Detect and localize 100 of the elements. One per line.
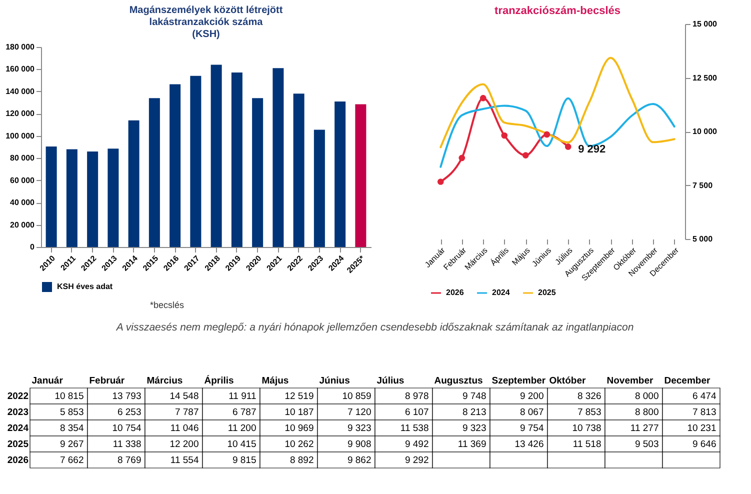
y-tick-label: 100 000	[6, 131, 36, 140]
bar	[87, 151, 98, 247]
y-tick-label: 5 000	[692, 234, 714, 244]
data-label: 11 200	[228, 423, 256, 434]
data-label: 11 911	[228, 391, 256, 402]
data-label: 13 426	[514, 439, 544, 450]
y-tick-label: 2022	[7, 391, 28, 402]
data-label: 7 853	[577, 407, 602, 418]
data-label: 10 187	[284, 407, 314, 418]
data-label: 9 492	[404, 439, 429, 450]
data-label: 8 978	[404, 391, 429, 402]
point	[501, 132, 508, 139]
data-label: 9 748	[462, 391, 486, 402]
y-tick-label: 20 000	[10, 220, 36, 230]
data-label: 9 862	[347, 455, 372, 466]
line-series	[440, 97, 676, 168]
bar	[272, 68, 284, 247]
data-label: 7 662	[60, 455, 84, 466]
x-tick-label: Október	[549, 376, 586, 386]
x-tick-label: November	[606, 376, 654, 386]
data-label: 7 787	[174, 407, 199, 418]
x-tick-label: Július	[376, 376, 404, 386]
data-label: 9 292	[578, 144, 606, 156]
bar	[314, 130, 325, 247]
data-label: 8 800	[634, 407, 659, 418]
point	[544, 131, 550, 138]
data-label: 10 231	[687, 423, 716, 434]
point	[522, 152, 529, 158]
data-label: 12 519	[284, 391, 314, 402]
y-tick-label: 2023	[7, 407, 28, 418]
data-label: 5 853	[60, 407, 84, 418]
bar	[46, 146, 57, 247]
data-label: 10 754	[112, 423, 142, 434]
text: A visszaesés nem meglepő: a nyári hónapok jellemzően csendesebb időszaknak számítanak az ingatlanpiacon	[115, 322, 634, 334]
data-label: 9 646	[692, 439, 716, 450]
data-label: 9 908	[347, 439, 372, 450]
data-label: 11 554	[170, 455, 199, 466]
data-label: 11 538	[400, 423, 429, 434]
bar	[66, 149, 78, 247]
legend-label: KSH éves adat	[57, 282, 113, 291]
y-tick-label: 2024	[7, 423, 30, 434]
bar	[210, 64, 222, 247]
y-tick-label: 15 000	[692, 20, 718, 28]
data-label: 8 213	[462, 407, 486, 418]
data-label: 8 000	[634, 391, 659, 402]
bar	[231, 72, 242, 247]
y-tick-label: 60 000	[10, 176, 36, 185]
bar	[293, 94, 304, 247]
x-tick-label: Január	[32, 376, 64, 386]
data-label: 6 787	[232, 407, 256, 418]
data-label: 8 067	[520, 407, 544, 418]
data-label: 6 474	[692, 391, 716, 402]
data-label: 9 323	[462, 423, 486, 434]
y-tick-label: 10 000	[692, 127, 718, 136]
y-tick-label: 7 500	[692, 180, 714, 190]
data-label: 9 267	[60, 439, 84, 450]
bar	[190, 76, 202, 247]
data-label: 9 754	[520, 423, 544, 434]
data-label: 14 548	[170, 391, 199, 402]
data-label: 8 354	[60, 423, 84, 434]
data-label: 10 969	[284, 423, 314, 434]
point	[480, 94, 486, 102]
x-tick-label: Augusztus	[434, 376, 483, 386]
y-tick-label: 160 000	[6, 64, 36, 74]
y-tick-label: 0	[30, 242, 36, 252]
x-tick-label: Május	[262, 376, 289, 386]
legend-label: 2026	[446, 288, 464, 297]
y-tick-label: 140 000	[6, 86, 36, 96]
x-tick-label: Február	[89, 376, 125, 386]
legend-label: 2024	[492, 288, 510, 297]
data-label: 8 769	[117, 455, 142, 466]
legend-label: 2025	[538, 288, 556, 297]
data-label: 11 518	[572, 439, 602, 450]
data-label: 6 107	[404, 407, 429, 418]
x-tick-label: December	[664, 376, 710, 386]
bar	[170, 84, 181, 247]
y-tick-label: 12 500	[692, 73, 718, 82]
data-label: 10 262	[284, 439, 314, 450]
y-tick-label: 2025	[7, 439, 30, 450]
data-label: 7 120	[347, 407, 372, 418]
chart-title: Magánszemélyek között létrejött lakástranzakciók száma (KSH)	[129, 5, 284, 40]
bar	[334, 101, 346, 247]
data-label: 10 859	[342, 391, 372, 402]
data-label: 11 369	[458, 439, 486, 450]
bar	[128, 120, 140, 247]
data-label: 8 892	[290, 455, 314, 466]
x-tick-label: Június	[319, 376, 350, 386]
data-label: 9 503	[634, 439, 659, 450]
text: *becslés	[150, 300, 184, 310]
y-tick-label: 40 000	[10, 198, 36, 208]
data-label: 8 326	[577, 391, 602, 402]
point	[458, 154, 466, 162]
y-tick-label: 120 000	[6, 109, 36, 118]
bar	[148, 98, 160, 247]
data-label: 6 253	[117, 407, 142, 418]
y-tick-label: 80 000	[10, 154, 36, 163]
data-label: 9 815	[232, 455, 256, 466]
x-tick-label: Április	[204, 374, 234, 386]
data-label: 9 292	[404, 455, 429, 466]
chart-title: tranzakciószám-becslés	[494, 5, 620, 17]
